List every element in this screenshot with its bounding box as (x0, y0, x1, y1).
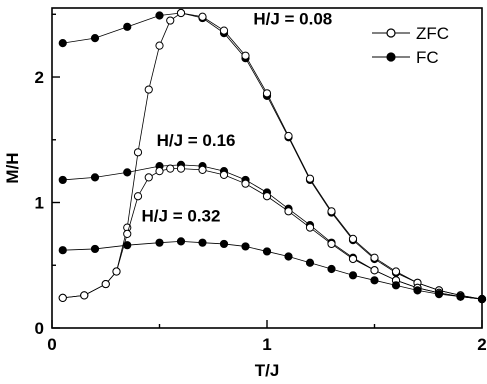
data-point (391, 281, 401, 290)
data-point (348, 234, 358, 244)
data-point (58, 293, 67, 302)
data-point (155, 11, 164, 20)
data-point (262, 89, 272, 98)
annotation-label: H/J = 0.16 (157, 131, 236, 150)
data-point (155, 167, 164, 176)
data-point (90, 244, 100, 254)
data-point (58, 175, 67, 185)
x-tick-label: 1 (262, 335, 271, 354)
data-point (123, 22, 132, 31)
data-point (456, 292, 465, 301)
data-point (123, 229, 132, 238)
x-tick-label: 0 (47, 335, 56, 354)
data-point (305, 258, 315, 267)
data-point (327, 264, 336, 274)
data-point (370, 276, 379, 285)
data-point (144, 173, 153, 182)
data-point (155, 238, 164, 247)
annotation-label: H/J = 0.32 (142, 206, 221, 225)
legend: ZFC FC (372, 24, 449, 67)
annotation-layer: H/J = 0.08 H/J = 0.16 H/J = 0.32 (142, 9, 333, 225)
data-point (90, 173, 100, 182)
data-point (198, 12, 207, 21)
data-point (123, 241, 132, 250)
data-point (262, 247, 272, 256)
data-point (305, 223, 315, 232)
data-point (123, 168, 132, 177)
series-3 (58, 164, 487, 304)
y-tick-label: 0 (35, 319, 44, 338)
x-tick-label: 2 (477, 335, 486, 354)
data-point (370, 253, 379, 262)
data-point (284, 252, 293, 261)
data-point (241, 242, 250, 251)
x-axis-title: T/J (255, 361, 280, 380)
data-point (327, 207, 336, 216)
ticks-layer: 0 1 2 0 1 2 (35, 13, 487, 354)
data-point (284, 131, 293, 141)
y-axis-title: M/H (3, 152, 22, 183)
series-2 (58, 160, 487, 304)
data-point (198, 165, 207, 174)
series-4 (58, 237, 487, 304)
data-point (198, 238, 207, 247)
data-point (370, 266, 379, 275)
legend-marker (386, 52, 396, 62)
legend-marker (386, 28, 396, 38)
data-point (90, 34, 100, 43)
data-point (284, 207, 293, 216)
data-point (348, 271, 358, 280)
y-tick-label: 2 (35, 68, 44, 87)
data-point (101, 279, 110, 289)
data-point (241, 51, 250, 60)
data-point (155, 41, 164, 50)
data-point (133, 192, 143, 201)
data-point (327, 239, 336, 249)
annotation-label: H/J = 0.08 (253, 9, 332, 28)
data-point (144, 85, 153, 94)
data-point (80, 291, 89, 300)
data-point (434, 290, 444, 299)
data-point (241, 179, 250, 188)
data-point (413, 286, 422, 295)
series-layer (58, 8, 487, 304)
data-point (219, 26, 229, 35)
data-point (58, 39, 67, 48)
legend-label: FC (416, 48, 439, 67)
data-point (166, 16, 175, 25)
data-point (262, 192, 272, 201)
data-point (133, 148, 143, 157)
data-point (176, 164, 186, 173)
data-point (176, 237, 186, 246)
data-point (112, 267, 121, 276)
data-point (219, 170, 229, 180)
data-point (348, 254, 358, 264)
data-point (219, 239, 229, 249)
data-point (305, 174, 315, 183)
data-point (391, 267, 401, 276)
data-point (58, 246, 67, 255)
y-tick-label: 1 (35, 194, 44, 213)
legend-label: ZFC (416, 24, 449, 43)
data-point (166, 164, 175, 173)
data-point (176, 8, 186, 18)
